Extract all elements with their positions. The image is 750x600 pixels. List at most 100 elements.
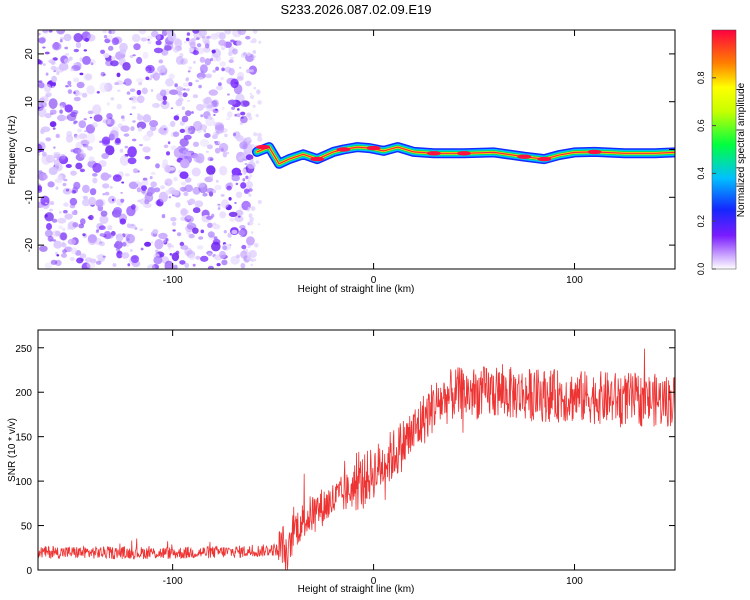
x-tick-label: 100: [566, 576, 583, 587]
noise-speckle: [243, 173, 246, 175]
noise-speckle: [172, 229, 176, 232]
noise-speckle: [44, 51, 50, 55]
noise-speckle: [212, 69, 216, 73]
noise-speckle: [136, 181, 143, 188]
noise-speckle: [142, 114, 152, 123]
signal-hotspot: [457, 151, 471, 156]
noise-speckle: [225, 184, 228, 186]
noise-speckle: [141, 87, 148, 95]
noise-speckle: [211, 49, 216, 54]
noise-speckle: [158, 191, 168, 203]
noise-speckle: [216, 263, 221, 267]
noise-speckle: [38, 185, 43, 191]
noise-speckle: [247, 179, 250, 182]
noise-speckle: [240, 262, 246, 269]
noise-speckle: [139, 228, 144, 232]
noise-speckle: [150, 171, 156, 176]
spectrogram-y-label: Frequency (Hz): [7, 116, 18, 185]
noise-speckle: [164, 178, 173, 187]
noise-speckle: [237, 215, 241, 218]
noise-speckle: [170, 217, 177, 222]
noise-speckle: [89, 188, 97, 196]
noise-speckle: [107, 118, 116, 126]
noise-speckle: [72, 147, 82, 154]
noise-speckle: [196, 103, 204, 111]
noise-speckle: [178, 147, 189, 154]
noise-speckle: [43, 83, 52, 93]
noise-speckle: [51, 75, 57, 83]
noise-speckle: [124, 145, 129, 149]
y-tick-label: 150: [15, 433, 32, 444]
noise-speckle: [182, 92, 188, 98]
y-tick-label: 0: [26, 566, 32, 577]
noise-speckle: [73, 91, 76, 94]
noise-speckle: [248, 193, 252, 197]
noise-speckle: [61, 253, 67, 258]
noise-speckle: [252, 57, 256, 60]
noise-speckle-region: [38, 30, 263, 269]
noise-speckle: [241, 244, 247, 250]
noise-speckle: [196, 37, 200, 41]
noise-speckle: [169, 253, 173, 256]
noise-speckle: [174, 83, 178, 88]
noise-speckle: [236, 254, 241, 259]
noise-speckle: [168, 124, 171, 127]
noise-speckle: [158, 59, 164, 64]
noise-speckle: [249, 174, 253, 177]
noise-speckle: [188, 254, 196, 260]
noise-speckle: [195, 79, 200, 83]
noise-speckle: [218, 39, 227, 46]
noise-speckle: [233, 84, 243, 95]
noise-speckle: [131, 33, 141, 43]
noise-speckle: [80, 218, 86, 225]
noise-speckle: [165, 238, 169, 242]
noise-speckle: [126, 205, 136, 217]
noise-speckle: [250, 69, 254, 73]
noise-speckle: [242, 168, 247, 174]
noise-speckle: [77, 148, 84, 155]
noise-speckle: [54, 151, 61, 158]
noise-speckle: [236, 113, 241, 118]
noise-speckle: [149, 120, 159, 127]
noise-speckle: [156, 34, 161, 40]
noise-speckle: [258, 40, 262, 44]
noise-speckle: [163, 45, 172, 51]
noise-speckle: [125, 233, 135, 244]
snr-series-line: [38, 348, 675, 570]
noise-speckle: [78, 120, 87, 129]
noise-speckle: [248, 220, 254, 226]
noise-speckle: [95, 199, 104, 208]
noise-speckle: [250, 258, 255, 262]
noise-speckle: [215, 55, 221, 62]
noise-speckle: [187, 70, 191, 73]
noise-speckle: [258, 223, 261, 226]
signal-hotspot: [517, 154, 532, 159]
noise-speckle: [73, 62, 77, 66]
noise-speckle: [198, 236, 204, 240]
noise-speckle: [246, 52, 251, 57]
colorbar-tick-label: 0.4: [696, 167, 706, 180]
noise-speckle: [175, 202, 181, 208]
noise-speckle: [252, 50, 257, 55]
colorbar-gradient: [712, 30, 736, 269]
colorbar-tick-label: 0.0: [696, 263, 706, 276]
noise-speckle: [44, 212, 54, 222]
noise-speckle: [247, 161, 256, 169]
noise-speckle: [65, 188, 70, 192]
noise-speckle: [192, 120, 203, 132]
noise-speckle: [50, 112, 54, 116]
noise-speckle: [212, 224, 221, 230]
noise-speckle: [84, 130, 87, 133]
noise-speckle: [198, 76, 203, 80]
noise-speckle: [102, 255, 106, 258]
noise-speckle: [144, 155, 151, 160]
noise-speckle: [83, 49, 88, 52]
noise-speckle: [191, 111, 194, 114]
noise-speckle: [219, 165, 228, 176]
noise-speckle: [51, 85, 55, 89]
noise-speckle: [93, 114, 103, 122]
noise-speckle: [152, 72, 160, 81]
noise-speckle: [184, 262, 190, 268]
noise-speckle: [184, 41, 187, 44]
noise-speckle: [216, 85, 223, 91]
